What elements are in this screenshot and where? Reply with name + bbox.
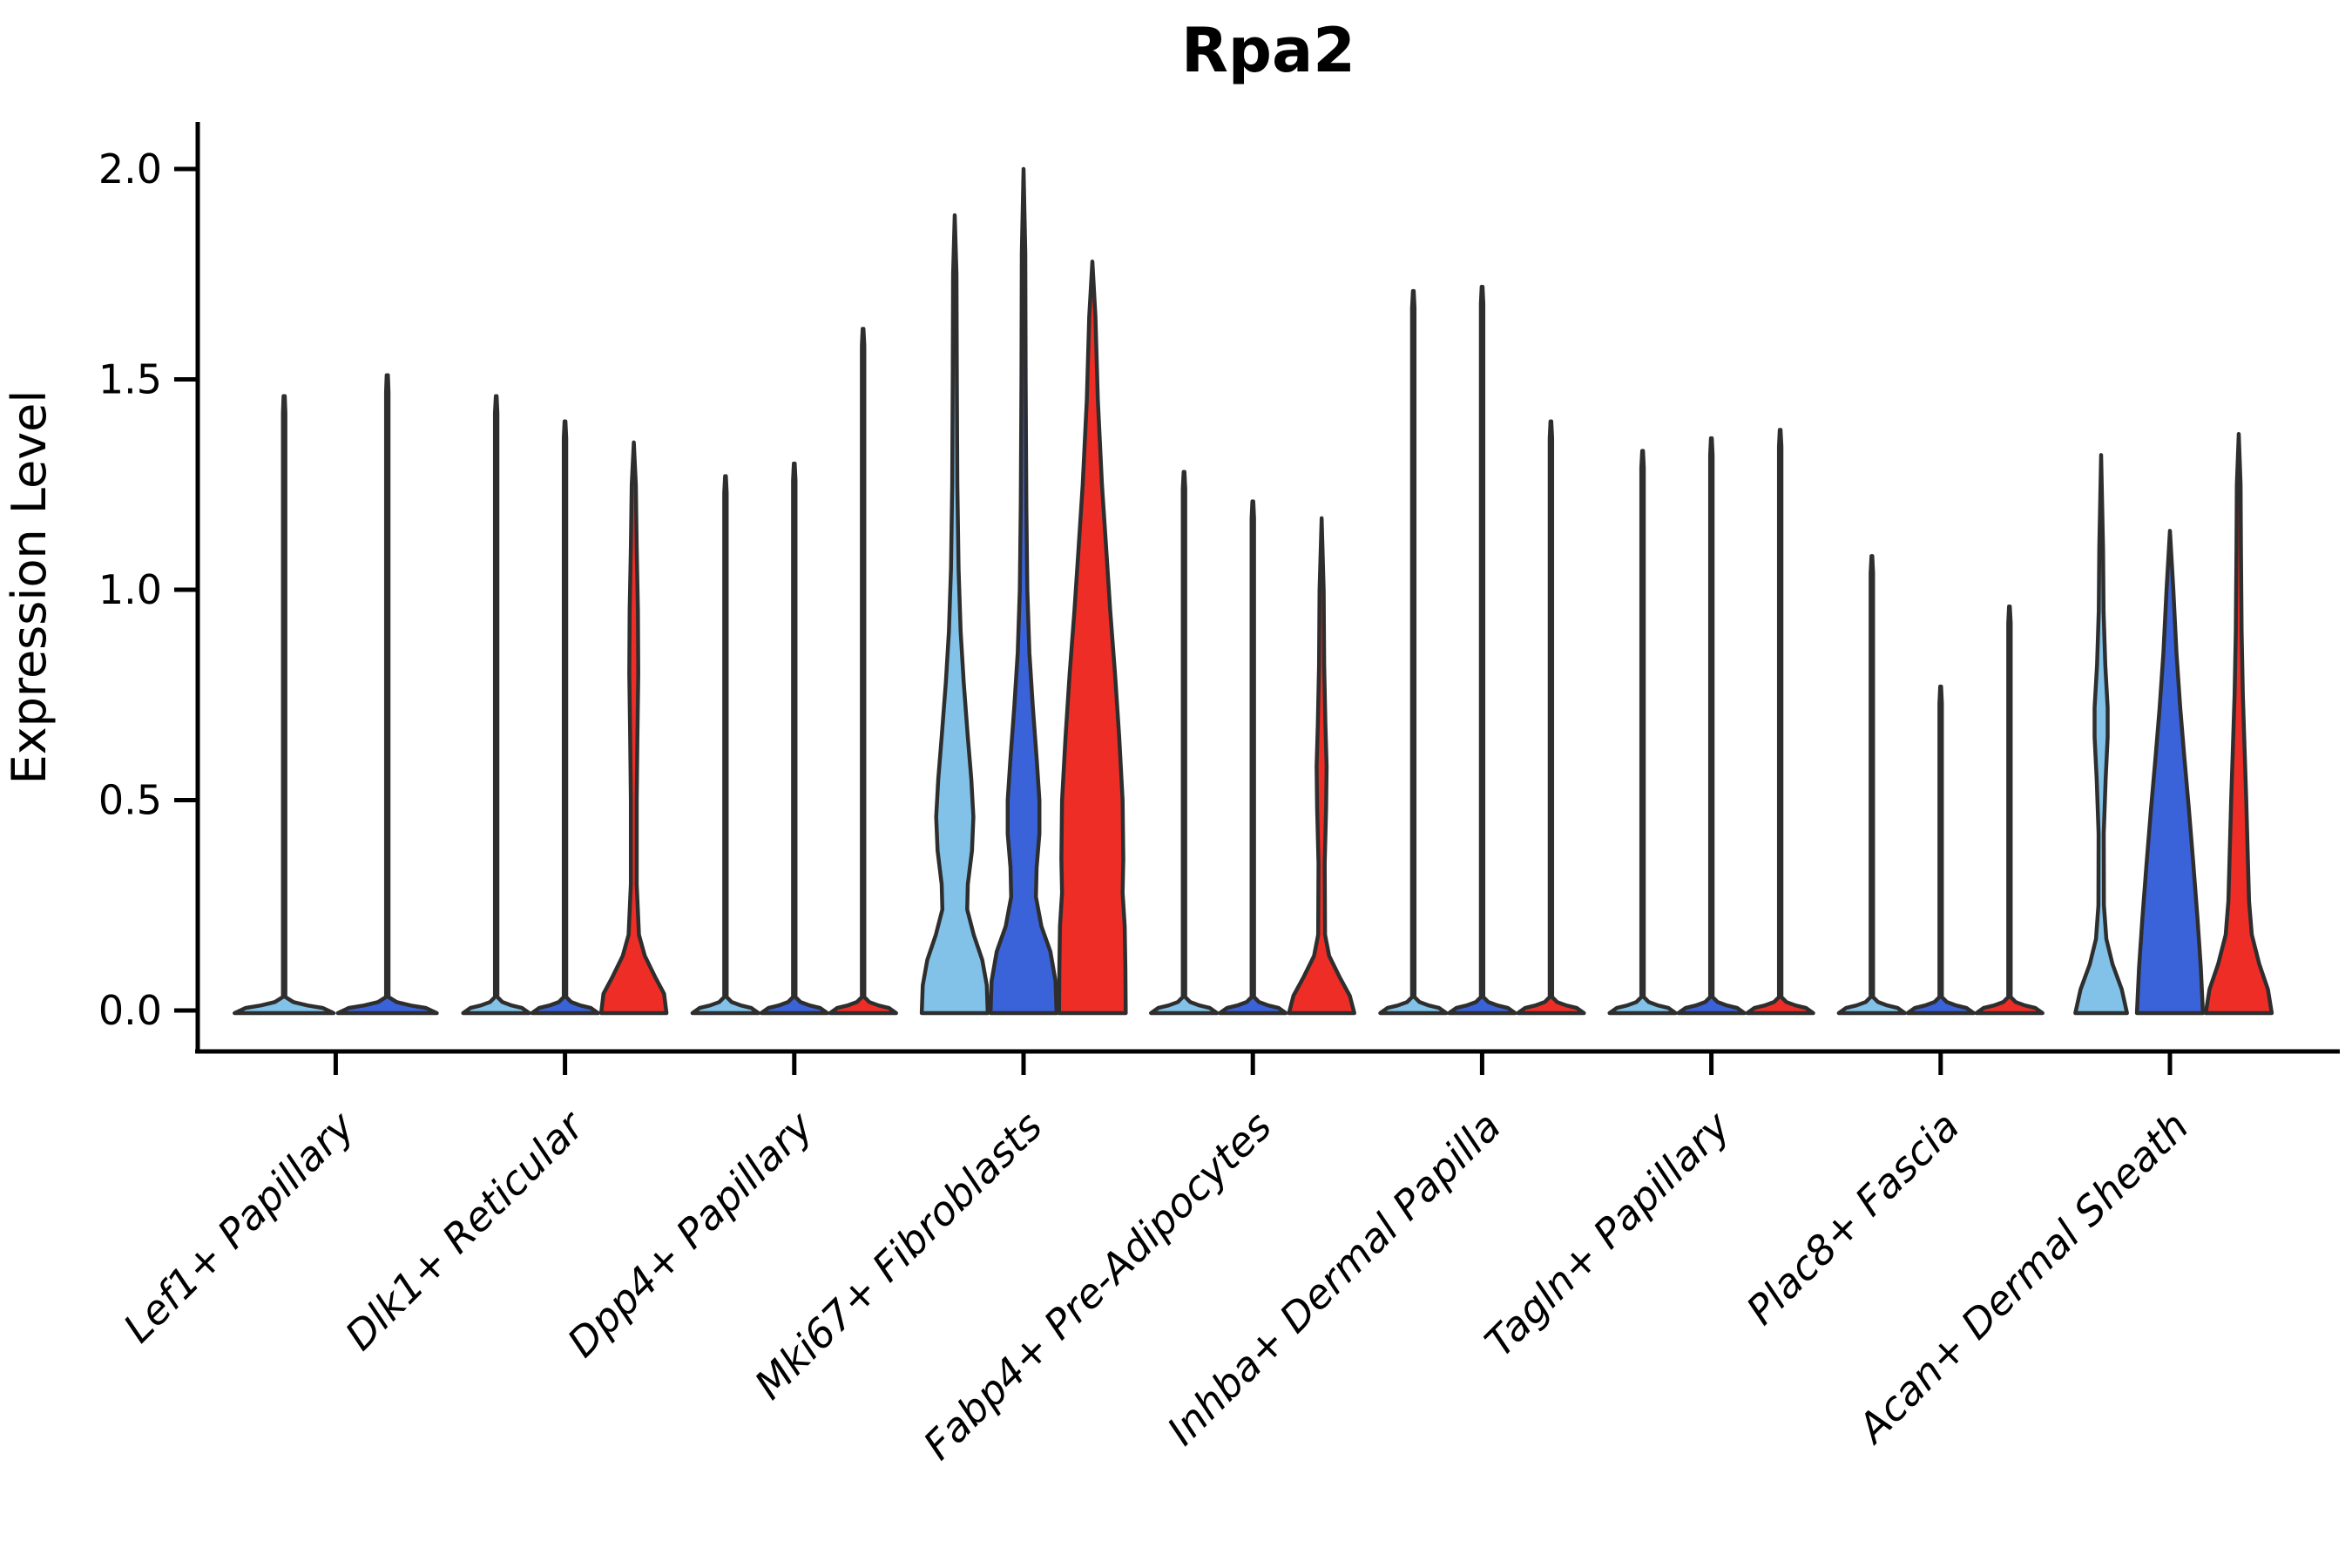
violin [461,394,531,1016]
violin [1218,499,1288,1016]
violin [1745,428,1815,1016]
y-tick-label: 1.0 [98,566,162,613]
violin [759,461,829,1016]
violin [988,166,1059,1016]
violin [1149,470,1220,1016]
violin [1836,554,1907,1016]
violin [1516,419,1586,1016]
violin [335,373,439,1016]
x-tick-label: Lef1+ Papillary [114,1102,363,1351]
violin [1607,449,1678,1016]
violins [233,166,2274,1016]
page-title: Rpa2 [1181,15,1355,86]
y-tick-label: 2.0 [98,145,162,193]
x-tick-label: Tagln+ Papillary [1476,1102,1740,1366]
y-tick-label: 0.0 [98,987,162,1034]
violin [1378,288,1449,1016]
violin [233,394,336,1016]
x-tick-label: Plac8+ Fascia [1737,1103,1968,1334]
violin [1676,436,1747,1016]
x-tick-label: Dlk1+ Reticular [336,1100,595,1359]
y-tick-label: 1.5 [98,356,162,403]
violin [919,213,990,1016]
violin [2134,529,2206,1016]
violin [1974,605,2044,1016]
violin [1057,260,1128,1016]
violin [1905,684,1976,1016]
y-tick-label: 0.5 [98,777,162,824]
violin [530,419,600,1016]
violin [828,327,898,1016]
violin [598,440,669,1016]
violin [1287,516,1356,1016]
x-tick-label: Dpp4+ Papillary [558,1102,822,1366]
violin [1447,284,1517,1016]
violin [2203,432,2274,1016]
y-axis-label: Expression Level [2,390,57,785]
y-axis-ticks: 2.0 1.5 1.0 0.5 0.0 [98,145,198,1034]
violin [2073,453,2129,1016]
violin [690,474,760,1016]
